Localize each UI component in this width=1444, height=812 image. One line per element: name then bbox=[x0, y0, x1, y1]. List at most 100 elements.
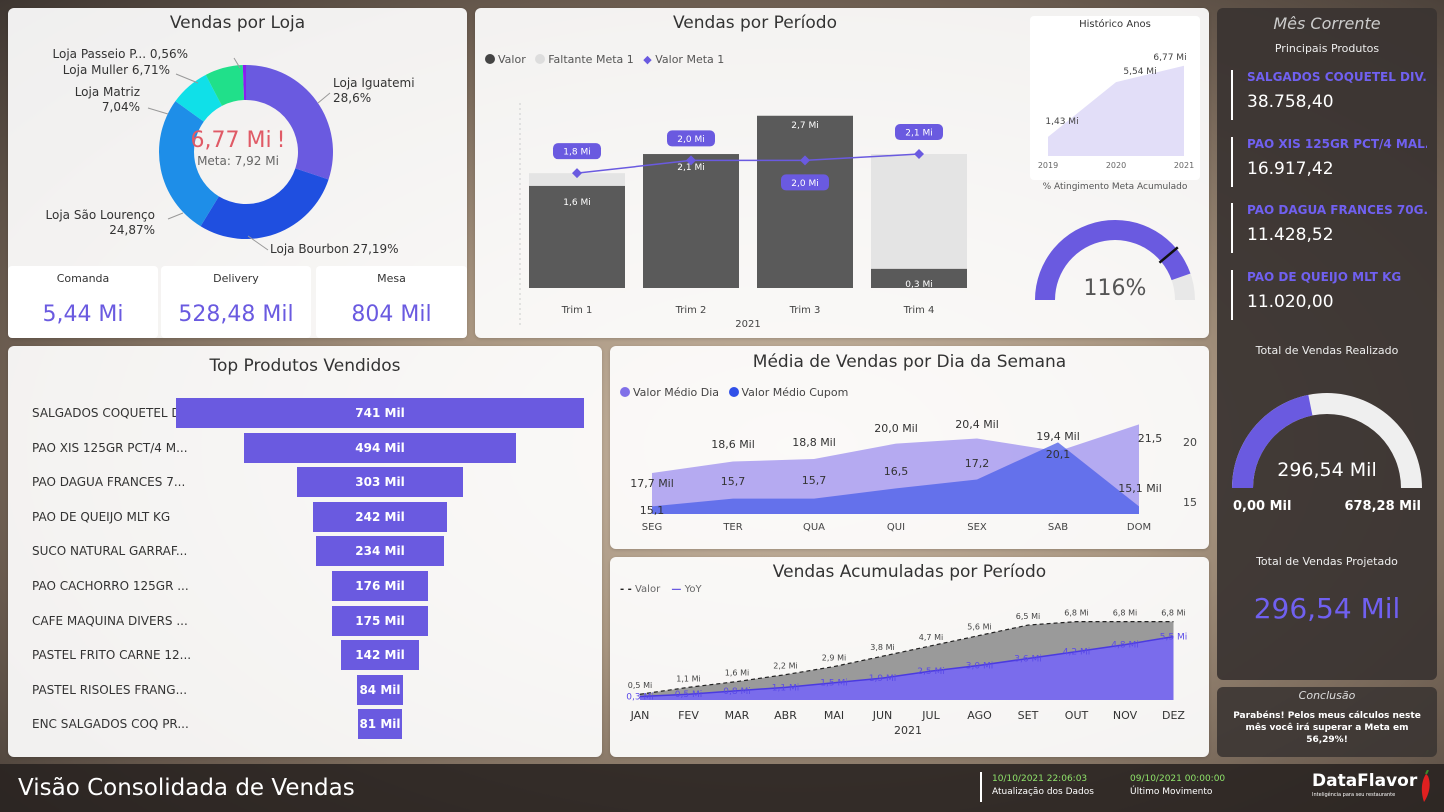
donut-slice-5 bbox=[242, 65, 246, 101]
conclusao-card: Conclusão Parabéns! Pelos meus cálculos … bbox=[1217, 687, 1437, 757]
semana-cupom-label-5: 20,1 bbox=[1046, 448, 1071, 461]
vendas-acumuladas-title: Vendas Acumuladas por Período bbox=[772, 562, 1047, 582]
produto-item-2[interactable]: PAO DAGUA FRANCES 70G... 11.428,52 bbox=[1231, 203, 1427, 253]
area-valor-medio-cupom bbox=[652, 442, 1139, 514]
funnel-label-8: PASTEL RISOLES FRANG... bbox=[32, 682, 188, 697]
funnel-bar-5[interactable]: 176 Mil bbox=[331, 571, 429, 601]
semana-extra-label-2: 15 bbox=[1183, 496, 1197, 509]
produto-name: PAO XIS 125GR PCT/4 MAL... bbox=[1247, 136, 1427, 151]
gauge-target-marker bbox=[1158, 246, 1179, 264]
produto-value: 11.020,00 bbox=[1247, 291, 1334, 312]
legend-item-acum-valor[interactable]: - - Valor bbox=[620, 584, 661, 595]
produto-item-3[interactable]: PAO DE QUEIJO MLT KG 11.020,00 bbox=[1231, 269, 1427, 320]
periodo-year-label: 2021 bbox=[735, 319, 760, 330]
bar-valor-0 bbox=[529, 185, 625, 288]
funnel-bar-8[interactable]: 84 Mil bbox=[356, 674, 404, 705]
atualizacao-label: Atualização dos Dados bbox=[992, 787, 1094, 797]
acum-valor-label-10: 6,8 Mi bbox=[1113, 609, 1137, 618]
legend-item-meta[interactable]: ◆ Valor Meta 1 bbox=[643, 53, 725, 66]
bar-valor-label-2: 2,7 Mi bbox=[791, 121, 818, 131]
historico-anos-chart[interactable]: 1,43 Mi 2019 5,54 Mi 2020 6,77 Mi 2021 bbox=[1030, 16, 1200, 180]
acum-yoy-label-7: 3,0 Mi bbox=[966, 661, 993, 671]
historico-value-label-1: 5,54 Mi bbox=[1123, 67, 1156, 77]
acum-valor-label-9: 6,8 Mi bbox=[1064, 609, 1088, 618]
line-acum-valor bbox=[639, 621, 1174, 695]
movimento-label: Último Movimento bbox=[1130, 787, 1213, 797]
legend-item-acum-yoy[interactable]: — YoY bbox=[671, 584, 702, 595]
funnel-label-9: ENC SALGADOS COQ PR... bbox=[32, 717, 189, 732]
produto-item-0[interactable]: SALGADOS COQUETEL DIV... 38.758,40 bbox=[1231, 70, 1427, 120]
meta-label-2: 2,0 Mi bbox=[791, 179, 818, 189]
kpi-label: Mesa bbox=[377, 272, 406, 285]
funnel-bar-7[interactable]: 142 Mil bbox=[340, 640, 420, 671]
historico-area bbox=[1048, 65, 1184, 156]
kpi-value: 528,48 Mil bbox=[178, 302, 294, 327]
vendas-periodo-chart[interactable]: 1,6 Mi Trim 1 2,1 Mi Trim 2 2,7 Mi Trim 3 0,3 … bbox=[475, 8, 1015, 338]
funnel-label-7: PASTEL FRITO CARNE 12... bbox=[32, 648, 192, 663]
vendas-acumuladas-card: Vendas Acumuladas por Período - - Valor … bbox=[610, 557, 1209, 757]
meta-label-box-2 bbox=[781, 174, 829, 191]
realizado-min: 0,00 Mil bbox=[1233, 499, 1292, 514]
funnel-bar-1[interactable]: 494 Mil bbox=[244, 432, 516, 463]
historico-tick-1: 2020 bbox=[1106, 161, 1126, 170]
semana-dia-label-3: 20,0 Mil bbox=[874, 422, 918, 435]
produto-name: SALGADOS COQUETEL DIV... bbox=[1247, 70, 1427, 84]
acum-year-label: 2021 bbox=[894, 724, 922, 737]
funnel-label-6: CAFE MAQUINA DIVERS ... bbox=[32, 613, 188, 628]
legend-item-valor-medio-dia[interactable]: Valor Médio Dia bbox=[620, 386, 719, 399]
acum-valor-label-8: 6,5 Mi bbox=[1016, 612, 1040, 621]
legend-item-faltante[interactable]: Faltante Meta 1 bbox=[535, 53, 634, 66]
area-acum-yoy bbox=[640, 636, 1174, 700]
meta-gauge[interactable] bbox=[1030, 198, 1200, 338]
projetado-value: 296,54 Mil bbox=[1253, 592, 1401, 625]
semana-tick-5: SAB bbox=[1048, 522, 1068, 533]
tick-label-1: Trim 2 bbox=[675, 305, 707, 316]
bar-faltante-3 bbox=[871, 154, 967, 269]
funnel-label-3: PAO DE QUEIJO MLT KG bbox=[32, 509, 171, 524]
kpi-card-delivery[interactable]: Delivery 528,48 Mil bbox=[161, 266, 311, 338]
gauge-fill bbox=[1035, 219, 1191, 300]
periodo-legend: Valor Faltante Meta 1 ◆ Valor Meta 1 bbox=[485, 53, 724, 66]
legend-item-valor-medio-cupom[interactable]: Valor Médio Cupom bbox=[728, 386, 848, 399]
donut-label-1: Loja Bourbon 27,19% bbox=[270, 242, 399, 256]
donut-value-label-0: 28,6% bbox=[333, 91, 371, 105]
funnel-bar-4[interactable]: 234 Mil bbox=[315, 536, 445, 567]
meta-marker-2 bbox=[800, 155, 810, 166]
funnel-bar-9[interactable]: 81 Mil bbox=[357, 709, 403, 740]
historico-tick-0: 2019 bbox=[1038, 161, 1058, 170]
meta-label-box-0 bbox=[553, 143, 601, 160]
legend-item-valor[interactable]: Valor bbox=[485, 53, 526, 66]
acum-valor-label-7: 5,6 Mi bbox=[967, 622, 991, 631]
produto-item-1[interactable]: PAO XIS 125GR PCT/4 MAL... 16.917,42 bbox=[1231, 136, 1427, 187]
funnel-label-2: PAO DAGUA FRANCES 7... bbox=[32, 475, 186, 490]
donut-label-0: Loja Iguatemi bbox=[333, 76, 415, 90]
donut-center: 6,77 Mi ! Meta: 7,92 Mi bbox=[178, 128, 298, 168]
funnel-bar-3[interactable]: 242 Mil bbox=[313, 501, 447, 532]
donut-value-label-2: 24,87% bbox=[109, 223, 155, 237]
bar-faltante-0 bbox=[529, 173, 625, 186]
semana-tick-3: QUI bbox=[887, 522, 905, 533]
footer-bar: Visão Consolidada de Vendas 10/10/2021 2… bbox=[0, 764, 1444, 812]
kpi-card-comanda[interactable]: Comanda 5,44 Mi bbox=[8, 266, 158, 338]
vendas-acumuladas-chart[interactable]: JAN 0,5 Mi 0,3 Mi FEV 1,1 Mi 0,5 Mi MAR 1,6 Mi 0… bbox=[610, 557, 1209, 757]
acum-yoy-label-5: 1,9 Mi bbox=[869, 674, 896, 684]
funnel-bar-6[interactable]: 175 Mil bbox=[331, 605, 429, 636]
funnel-bar-0[interactable]: 741 Mil bbox=[176, 398, 584, 428]
acum-tick-11: DEZ bbox=[1162, 709, 1185, 722]
media-semana-card: Média de Vendas por Dia da Semana Valor … bbox=[610, 346, 1209, 549]
acum-valor-label-1: 1,1 Mi bbox=[676, 674, 700, 683]
semana-dia-label-4: 20,4 Mil bbox=[955, 418, 999, 431]
semana-dia-label-0: 17,7 Mil bbox=[630, 477, 674, 490]
realizado-gauge[interactable] bbox=[1217, 388, 1437, 518]
funnel-bar-2[interactable]: 303 Mil bbox=[296, 467, 464, 498]
semana-cupom-label-4: 17,2 bbox=[965, 457, 990, 470]
media-semana-chart[interactable]: SEG TER QUA QUI SEX SAB DOM 17,7 Mil 18,6 Mil 18,… bbox=[610, 346, 1209, 549]
acum-yoy-label-11: 5,5 Mi bbox=[1160, 633, 1187, 643]
semana-cupom-label-1: 15,7 bbox=[721, 475, 746, 488]
kpi-card-mesa[interactable]: Mesa 804 Mil bbox=[316, 266, 467, 338]
historico-anos-title: Histórico Anos bbox=[1079, 19, 1151, 30]
semana-cupom-label-0: 15,1 bbox=[640, 504, 665, 517]
projetado-title: Total de Vendas Projetado bbox=[1256, 555, 1398, 568]
mes-corrente-subtitle: Principais Produtos bbox=[1274, 42, 1380, 55]
